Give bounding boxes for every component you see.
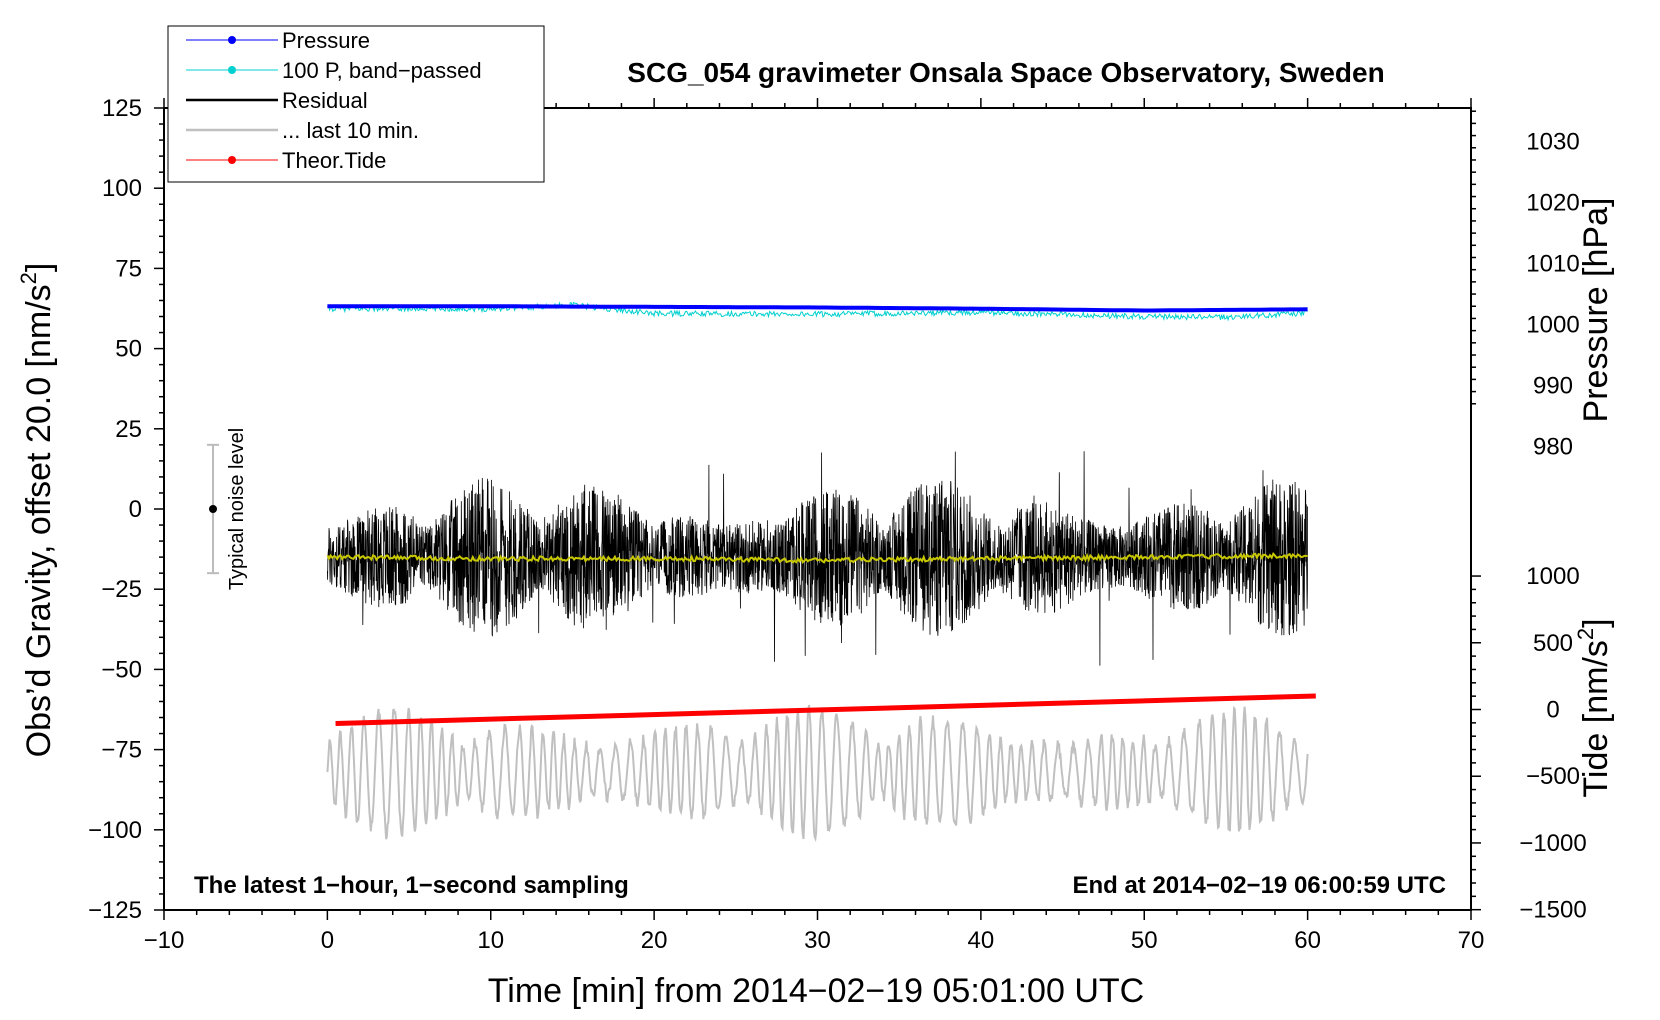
tide-tick-label: 1000 xyxy=(1526,563,1579,590)
pressure-tick-label: 1030 xyxy=(1526,129,1579,156)
y-tick-label: −50 xyxy=(101,656,142,683)
chart-title: SCG_054 gravimeter Onsala Space Observat… xyxy=(627,57,1384,88)
x-tick-label: 30 xyxy=(804,927,831,954)
pressure-axis-title: Pressure [hPa] xyxy=(1577,198,1615,423)
note-bottom-right: End at 2014−02−19 06:00:59 UTC xyxy=(1072,872,1446,899)
x-tick-label: −10 xyxy=(144,927,185,954)
series-last-10-min xyxy=(326,704,1309,843)
y-tick-label: 0 xyxy=(129,496,142,523)
series-theor-tide xyxy=(335,693,1316,727)
pressure-tick-label: 1010 xyxy=(1526,251,1579,278)
tide-tick-labels: −1500 −1000 −500 0 500 1000 xyxy=(1519,563,1586,924)
tide-tick-label: −1500 xyxy=(1519,897,1586,924)
y-tick-label: −75 xyxy=(101,737,142,764)
pressure-tick-label: 990 xyxy=(1533,372,1573,399)
series-residual xyxy=(327,451,1308,666)
pressure-tick-label: 1000 xyxy=(1526,312,1579,339)
x-axis-title: Time [min] from 2014−02−19 05:01:00 UTC xyxy=(488,972,1144,1010)
series-pressure xyxy=(327,304,1308,313)
x-tick-labels: −10 0 10 20 30 40 50 60 70 xyxy=(144,927,1485,954)
x-tick-label: 50 xyxy=(1131,927,1158,954)
tide-tick-label: −500 xyxy=(1526,763,1580,790)
series-layer xyxy=(326,301,1316,843)
y-axis-title-main: Obs’d Gravity, offset 20.0 [nm/s xyxy=(20,284,58,757)
legend-swatch-marker xyxy=(228,66,236,74)
pressure-tick-label: 980 xyxy=(1533,433,1573,460)
x-tick-label: 20 xyxy=(641,927,668,954)
series-residual-smoothed xyxy=(326,551,1308,564)
tide-tick-label: −1000 xyxy=(1519,830,1586,857)
legend-swatch-marker xyxy=(228,156,236,164)
x-tick-label: 60 xyxy=(1294,927,1321,954)
y-tick-labels: −125 −100 −75 −50 −25 0 25 50 75 100 125 xyxy=(88,95,142,924)
y-tick-label: 125 xyxy=(102,95,142,122)
y-axis-title-sup: 2 xyxy=(16,272,41,284)
tide-axis-title-main: Tide [nm/s xyxy=(1577,640,1615,797)
legend-label: Residual xyxy=(282,88,368,113)
x-tick-label: 10 xyxy=(477,927,504,954)
pressure-tick-labels: 980 990 1000 1010 1020 1030 xyxy=(1526,129,1579,461)
legend-label: ... last 10 min. xyxy=(282,118,419,143)
pressure-tick-label: 1020 xyxy=(1526,190,1579,217)
tide-axis-title-end: ] xyxy=(1577,618,1615,627)
y-axis-title-end: ] xyxy=(20,263,58,272)
legend-box xyxy=(167,25,545,183)
x-tick-label: 0 xyxy=(321,927,334,954)
x-tick-label: 40 xyxy=(968,927,995,954)
noise-indicator: Typical noise level xyxy=(207,428,248,590)
y-axis-title: Obs’d Gravity, offset 20.0 [nm/s2] xyxy=(16,263,58,758)
legend-label: Pressure xyxy=(282,28,370,53)
tide-axis-title: Tide [nm/s2] xyxy=(1573,618,1615,797)
y-tick-label: 50 xyxy=(115,336,142,363)
y-tick-label: −125 xyxy=(88,897,142,924)
noise-center-dot xyxy=(209,505,218,513)
y-tick-label: 25 xyxy=(115,416,142,443)
note-bottom-left: The latest 1−hour, 1−second sampling xyxy=(194,872,629,899)
y-tick-label: −100 xyxy=(88,817,142,844)
tide-tick-label: 0 xyxy=(1546,697,1559,724)
legend-label: 100 P, band−passed xyxy=(282,58,482,83)
legend-label: Theor.Tide xyxy=(282,148,386,173)
y-tick-label: 75 xyxy=(115,255,142,282)
x-tick-label: 70 xyxy=(1458,927,1485,954)
legend-swatch-marker xyxy=(228,36,236,44)
y-tick-label: 100 xyxy=(102,175,142,202)
y-tick-label: −25 xyxy=(101,576,142,603)
legend: Pressure 100 P, band−passed Residual ... la… xyxy=(167,25,545,183)
tide-tick-label: 500 xyxy=(1533,630,1573,657)
noise-label: Typical noise level xyxy=(226,428,248,590)
tide-axis-title-sup: 2 xyxy=(1573,628,1598,640)
